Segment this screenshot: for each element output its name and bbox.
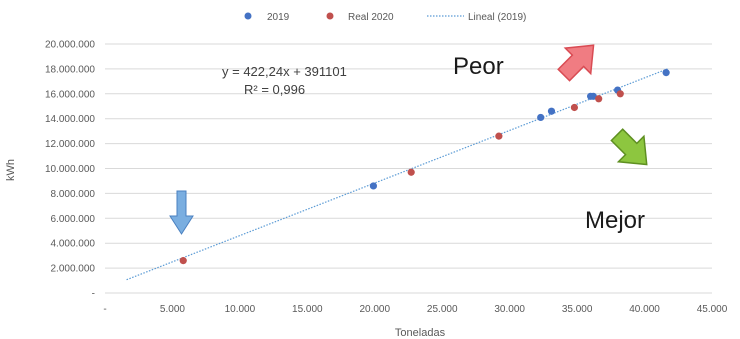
point-2019 (369, 182, 378, 190)
y-tick-label: 8.000.000 (51, 189, 96, 200)
y-axis-title: kWh (5, 159, 17, 181)
y-tick-label: 4.000.000 (51, 239, 96, 250)
gridlines (105, 43, 712, 269)
x-tick-label: 5.000 (160, 304, 185, 315)
x-tick-label: 15.000 (292, 304, 323, 315)
x-axis-ticks: - 5.000 10.000 15.000 20.000 25.000 30.000 35.0… (103, 304, 727, 315)
y-tick-label: - (92, 289, 95, 300)
trendline-r-squared: R² = 0,996 (244, 82, 305, 97)
point-real-2020 (495, 132, 503, 140)
legend-label-2019: 2019 (267, 12, 290, 23)
legend-label-real-2020: Real 2020 (348, 12, 394, 23)
x-tick-label: 45.000 (697, 304, 728, 315)
trendline (126, 67, 670, 281)
point-2019 (537, 113, 545, 122)
point-real-2020 (595, 95, 603, 103)
point-real-2020 (179, 257, 187, 265)
legend-marker-2019 (244, 12, 252, 20)
y-tick-label: 14.000.000 (45, 114, 95, 125)
point-2019 (662, 69, 670, 77)
x-tick-label: 20.000 (359, 304, 390, 315)
x-axis-title: Toneladas (395, 327, 446, 339)
y-axis-ticks: - 2.000.000 4.000.000 6.000.000 8.000.000 10.… (45, 40, 95, 300)
x-tick-label: 40.000 (629, 304, 660, 315)
y-tick-label: 6.000.000 (51, 214, 96, 225)
point-real-2020 (570, 103, 579, 112)
x-tick-label: - (103, 304, 106, 315)
better-arrow-icon (610, 128, 648, 166)
point-2019 (547, 107, 556, 115)
trendline-equation: y = 422,24x + 391101 (222, 64, 347, 79)
data-points (179, 69, 670, 265)
legend: 2019 Real 2020 Lineal (2019) (244, 12, 526, 23)
legend-marker-real-2020 (326, 12, 334, 20)
y-tick-label: 10.000.000 (45, 164, 95, 175)
y-tick-label: 18.000.000 (45, 64, 95, 75)
x-tick-label: 10.000 (225, 304, 256, 315)
worse-label: Peor (453, 53, 504, 80)
x-tick-label: 25.000 (427, 304, 458, 315)
worse-arrow-icon (557, 44, 595, 82)
point-real-2020 (616, 90, 624, 98)
x-tick-label: 30.000 (494, 304, 525, 315)
legend-label-trendline: Lineal (2019) (468, 12, 526, 23)
point-2019 (589, 92, 597, 100)
y-tick-label: 12.000.000 (45, 139, 95, 150)
y-tick-label: 2.000.000 (51, 264, 96, 275)
better-label: Mejor (585, 207, 645, 234)
y-tick-label: 20.000.000 (45, 40, 95, 51)
point-real-2020 (407, 168, 415, 176)
x-tick-label: 35.000 (562, 304, 593, 315)
down-arrow-icon (169, 190, 194, 235)
y-tick-label: 16.000.000 (45, 89, 95, 100)
